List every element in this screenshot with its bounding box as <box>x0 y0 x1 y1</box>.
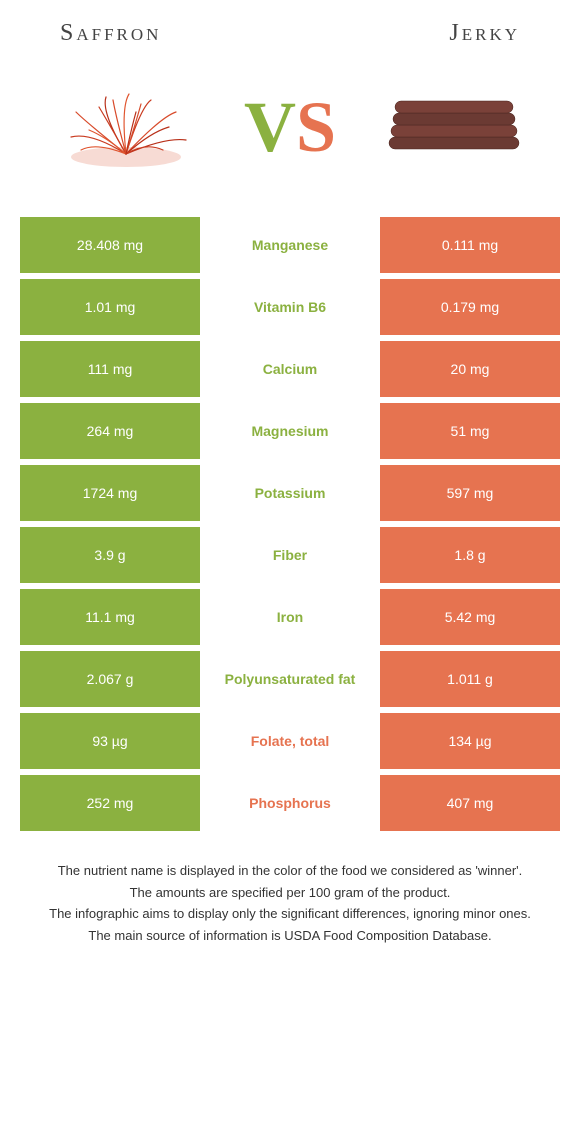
vs-s: S <box>296 86 336 169</box>
footer-line-4: The main source of information is USDA F… <box>30 926 550 946</box>
footer: The nutrient name is displayed in the co… <box>20 861 560 945</box>
table-row: 1.01 mgVitamin B60.179 mg <box>20 279 560 335</box>
comparison-table: 28.408 mgManganese0.111 mg 1.01 mgVitamin… <box>20 217 560 831</box>
title-left: Saffron <box>60 20 161 47</box>
nutrient-label: Phosphorus <box>200 775 380 831</box>
table-row: 1724 mgPotassium597 mg <box>20 465 560 521</box>
value-right: 0.111 mg <box>380 217 560 273</box>
nutrient-label: Magnesium <box>200 403 380 459</box>
nutrient-label: Potassium <box>200 465 380 521</box>
value-left: 111 mg <box>20 341 200 397</box>
value-right: 20 mg <box>380 341 560 397</box>
table-row: 264 mgMagnesium51 mg <box>20 403 560 459</box>
hero: VS <box>20 77 560 177</box>
vs-label: VS <box>244 86 336 169</box>
nutrient-label: Iron <box>200 589 380 645</box>
value-left: 2.067 g <box>20 651 200 707</box>
value-left: 28.408 mg <box>20 217 200 273</box>
value-right: 597 mg <box>380 465 560 521</box>
jerky-image <box>379 77 529 177</box>
value-left: 264 mg <box>20 403 200 459</box>
value-left: 1.01 mg <box>20 279 200 335</box>
vs-v: V <box>244 86 296 169</box>
table-row: 11.1 mgIron5.42 mg <box>20 589 560 645</box>
table-row: 93 µgFolate, total134 µg <box>20 713 560 769</box>
value-right: 0.179 mg <box>380 279 560 335</box>
value-left: 11.1 mg <box>20 589 200 645</box>
footer-line-2: The amounts are specified per 100 gram o… <box>30 883 550 903</box>
table-row: 2.067 gPolyunsaturated fat1.011 g <box>20 651 560 707</box>
value-right: 407 mg <box>380 775 560 831</box>
value-left: 1724 mg <box>20 465 200 521</box>
nutrient-label: Manganese <box>200 217 380 273</box>
value-right: 1.8 g <box>380 527 560 583</box>
table-row: 3.9 gFiber1.8 g <box>20 527 560 583</box>
value-left: 3.9 g <box>20 527 200 583</box>
table-row: 111 mgCalcium20 mg <box>20 341 560 397</box>
value-left: 93 µg <box>20 713 200 769</box>
footer-line-1: The nutrient name is displayed in the co… <box>30 861 550 881</box>
nutrient-label: Fiber <box>200 527 380 583</box>
nutrient-label: Calcium <box>200 341 380 397</box>
nutrient-label: Polyunsaturated fat <box>200 651 380 707</box>
footer-line-3: The infographic aims to display only the… <box>30 904 550 924</box>
value-right: 1.011 g <box>380 651 560 707</box>
value-right: 51 mg <box>380 403 560 459</box>
nutrient-label: Vitamin B6 <box>200 279 380 335</box>
value-right: 134 µg <box>380 713 560 769</box>
table-row: 252 mgPhosphorus407 mg <box>20 775 560 831</box>
value-right: 5.42 mg <box>380 589 560 645</box>
nutrient-label: Folate, total <box>200 713 380 769</box>
title-right: Jerky <box>449 20 520 47</box>
table-row: 28.408 mgManganese0.111 mg <box>20 217 560 273</box>
saffron-image <box>51 77 201 177</box>
header: Saffron Jerky <box>20 20 560 47</box>
value-left: 252 mg <box>20 775 200 831</box>
